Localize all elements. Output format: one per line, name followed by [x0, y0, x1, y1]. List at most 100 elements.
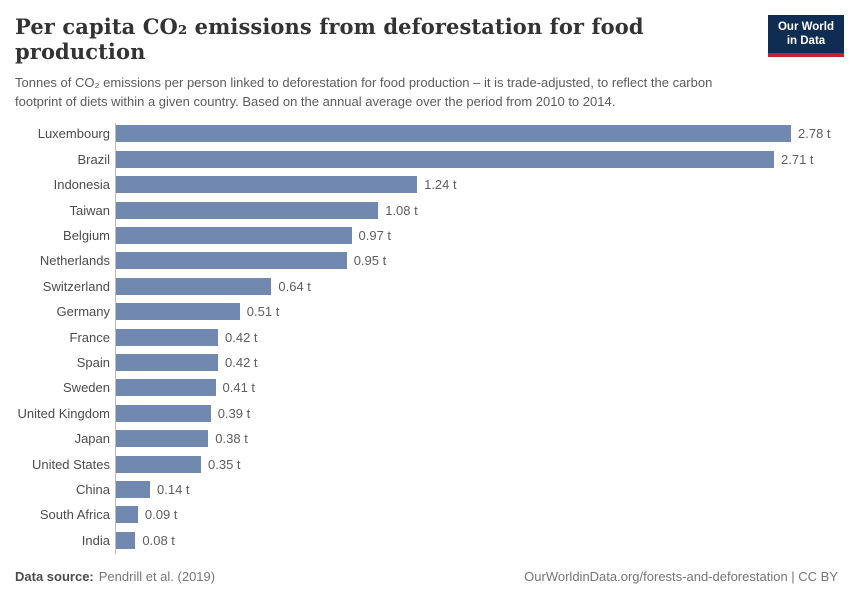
- bar-area: 0.35 t: [116, 455, 850, 473]
- bar[interactable]: [116, 125, 791, 143]
- bar-row: China 0.14 t: [0, 480, 850, 498]
- bar-area: 0.42 t: [116, 353, 850, 371]
- bar-area: 0.39 t: [116, 404, 850, 422]
- category-label: United States: [31, 456, 110, 472]
- value-label: 2.71 t: [781, 151, 814, 167]
- category-label: Netherlands: [39, 253, 110, 269]
- bar-area: 2.71 t: [116, 150, 850, 168]
- value-label: 0.64 t: [278, 278, 311, 294]
- value-label: 0.38 t: [215, 431, 248, 447]
- value-label: 0.08 t: [142, 532, 175, 548]
- y-axis-line: [115, 123, 116, 554]
- category-label: Luxembourg: [37, 126, 110, 142]
- value-label: 0.14 t: [157, 481, 190, 497]
- bar-row: Sweden 0.41 t: [0, 379, 850, 397]
- bar-row: South Africa 0.09 t: [0, 506, 850, 524]
- owid-logo: Our World in Data: [768, 15, 844, 57]
- value-label: 1.24 t: [424, 177, 457, 193]
- category-label: Taiwan: [69, 202, 110, 218]
- bar-area: 0.38 t: [116, 430, 850, 448]
- data-source: Data source: Pendrill et al. (2019): [15, 569, 215, 584]
- value-label: 0.97 t: [358, 228, 392, 244]
- bar[interactable]: [116, 150, 774, 168]
- bar[interactable]: [116, 455, 201, 473]
- chart-header: Per capita CO₂ emissions from deforestat…: [0, 0, 850, 111]
- bar-row: Japan 0.38 t: [0, 430, 850, 448]
- bar-row: Netherlands 0.95 t: [0, 252, 850, 270]
- bar-area: 0.51 t: [116, 303, 850, 321]
- bar-row: Belgium 0.97 t: [0, 227, 850, 245]
- bar-row: Spain 0.42 t: [0, 353, 850, 371]
- bar[interactable]: [116, 353, 218, 371]
- category-label: Japan: [74, 431, 110, 447]
- attribution-link[interactable]: OurWorldinData.org/forests-and-deforesta…: [524, 569, 838, 584]
- bar-rows: Luxembourg 2.78 t Brazil 2.71 t Indonesi…: [0, 125, 850, 549]
- value-label: 2.78 t: [798, 126, 831, 142]
- category-label: India: [81, 532, 110, 548]
- category-label: China: [76, 481, 110, 497]
- value-label: 0.42 t: [225, 329, 258, 345]
- bar-area: 0.41 t: [116, 379, 850, 397]
- value-label: 0.41 t: [222, 380, 256, 396]
- bar-row: India 0.08 t: [0, 531, 850, 549]
- category-label: South Africa: [39, 507, 110, 523]
- category-label: Switzerland: [42, 278, 110, 294]
- bar-row: Switzerland 0.64 t: [0, 277, 850, 295]
- bar-area: 0.14 t: [116, 480, 850, 498]
- bar-area: 0.95 t: [116, 252, 850, 270]
- bar-row: France 0.42 t: [0, 328, 850, 346]
- bar-area: 1.24 t: [116, 176, 850, 194]
- bar[interactable]: [116, 277, 272, 295]
- chart-subtitle: Tonnes of CO₂ emissions per person linke…: [15, 75, 713, 110]
- owid-logo-line1: Our World: [777, 21, 834, 33]
- category-label: Sweden: [63, 380, 110, 396]
- data-source-value: Pendrill et al. (2019): [98, 569, 216, 584]
- bar-row: United Kingdom 0.39 t: [0, 404, 850, 422]
- value-label: 0.95 t: [353, 253, 387, 269]
- bar-area: 0.08 t: [116, 531, 850, 549]
- chart-footer: Data source: Pendrill et al. (2019) OurWo…: [15, 569, 838, 584]
- value-label: 0.42 t: [225, 354, 258, 370]
- bar[interactable]: [116, 480, 150, 498]
- bar[interactable]: [116, 176, 418, 194]
- bar-area: 0.42 t: [116, 328, 850, 346]
- owid-logo-line2: in Data: [786, 35, 826, 48]
- category-label: United Kingdom: [17, 405, 111, 421]
- bar[interactable]: [116, 252, 347, 270]
- bar-row: Luxembourg 2.78 t: [0, 125, 850, 143]
- bar[interactable]: [116, 303, 240, 321]
- bar-area: 1.08 t: [116, 201, 850, 219]
- category-label: Spain: [76, 354, 110, 370]
- bar[interactable]: [116, 328, 218, 346]
- bar-area: 0.09 t: [116, 506, 850, 524]
- value-label: 0.51 t: [246, 304, 280, 320]
- category-label: Belgium: [63, 228, 110, 244]
- bar[interactable]: [116, 227, 352, 245]
- category-label: Brazil: [77, 151, 110, 167]
- category-label: Indonesia: [53, 177, 110, 193]
- bar-row: Brazil 2.71 t: [0, 150, 850, 168]
- bar-area: 0.64 t: [116, 277, 850, 295]
- value-label: 1.08 t: [385, 202, 418, 218]
- bar-row: Taiwan 1.08 t: [0, 201, 850, 219]
- bar[interactable]: [116, 531, 136, 549]
- bar-area: 2.78 t: [116, 125, 850, 143]
- bar[interactable]: [116, 404, 211, 422]
- category-label: France: [69, 329, 110, 345]
- data-source-label: Data source:: [15, 569, 94, 584]
- value-label: 0.39 t: [217, 405, 251, 421]
- value-label: 0.35 t: [208, 456, 241, 472]
- bar-area: 0.97 t: [116, 227, 850, 245]
- bar-row: Indonesia 1.24 t: [0, 176, 850, 194]
- bar-row: United States 0.35 t: [0, 455, 850, 473]
- bar[interactable]: [116, 379, 216, 397]
- bar[interactable]: [116, 506, 138, 524]
- category-label: Germany: [56, 304, 110, 320]
- bar-chart: Luxembourg 2.78 t Brazil 2.71 t Indonesi…: [0, 123, 850, 554]
- bar[interactable]: [116, 201, 379, 219]
- bar[interactable]: [116, 430, 209, 448]
- bar-row: Germany 0.51 t: [0, 303, 850, 321]
- page-title: Per capita CO₂ emissions from deforestat…: [15, 14, 644, 64]
- value-label: 0.09 t: [144, 507, 178, 523]
